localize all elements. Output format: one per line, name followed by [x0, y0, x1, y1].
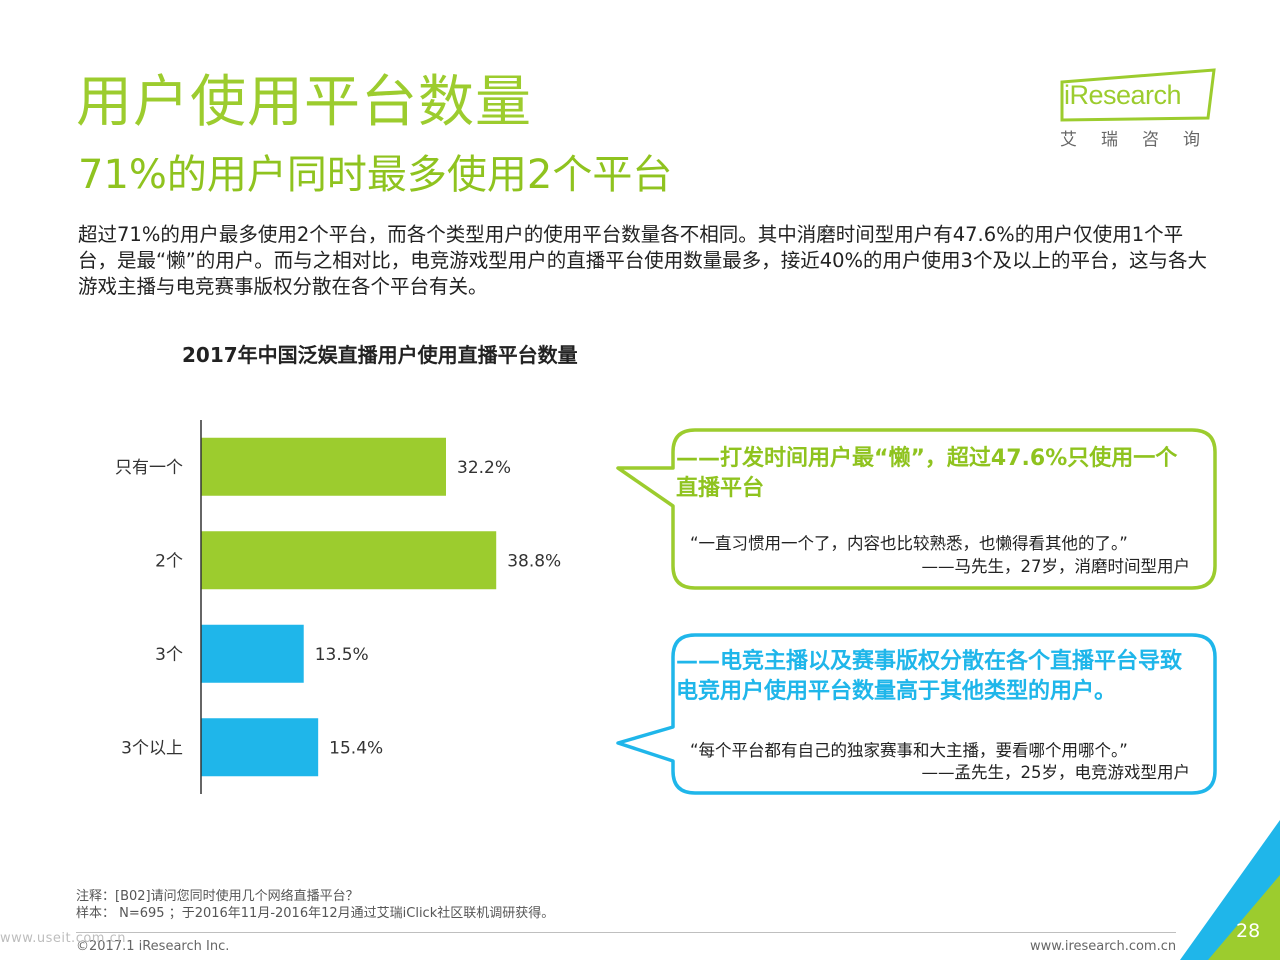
logo-brand-text: iResearch — [1064, 80, 1182, 110]
callout-quote: “每个平台都有自己的独家赛事和大主播，要看哪个用哪个。” — [690, 741, 1128, 760]
value-label: 15.4% — [329, 738, 383, 758]
bar-chart: 只有一个 32.2% 2个 38.8% 3个 13.5% 3个以上 15.4% — [115, 420, 561, 794]
category-label: 只有一个 — [115, 458, 183, 478]
note-question: 注释：[B02]请问您同时使用几个网络直播平台？ — [76, 889, 359, 904]
bar-4 — [201, 718, 319, 777]
category-label: 3个以上 — [121, 738, 183, 758]
bar-1 — [201, 437, 446, 496]
page-title: 用户使用平台数量 — [76, 70, 532, 135]
bar-2 — [201, 531, 497, 590]
intro-paragraph: 超过71%的用户最多使用2个平台，而各个类型用户的使用平台数量各不相同。其中消磨… — [78, 223, 1207, 298]
chart-title: 2017年中国泛娱直播用户使用直播平台数量 — [182, 343, 578, 367]
callout-bubble-time-killers: ——打发时间用户最“懒”，超过47.6%只使用一个直播平台 “一直习惯用一个了，… — [610, 420, 1250, 620]
value-label: 32.2% — [457, 458, 511, 478]
callout-quote: “一直习惯用一个了，内容也比较熟悉，也懒得看其他的了。” — [690, 534, 1128, 553]
callout-bubble-shape — [616, 428, 1217, 590]
corner-decoration — [1180, 820, 1280, 960]
website-text: www.iresearch.com.cn — [1030, 939, 1177, 954]
callout-attribution: ——孟先生，25岁，电竞游戏型用户 — [921, 763, 1191, 782]
watermark-text: www.useit.com.cn — [0, 931, 126, 946]
callout-bubble-esports: ——电竞主播以及赛事版权分散在各个直播平台导致电竞用户使用平台数量高于其他类型的… — [610, 625, 1250, 825]
category-label: 3个 — [155, 645, 183, 665]
page-subtitle: 71%的用户同时最多使用2个平台 — [78, 152, 673, 198]
callout-heading: ——打发时间用户最“懒”，超过47.6%只使用一个直播平台 — [676, 446, 1178, 501]
value-label: 13.5% — [315, 645, 369, 665]
iresearch-logo: iResearch 艾瑞咨询 — [1058, 68, 1224, 150]
note-sample: 样本： N=695 ；于2016年11月-2016年12月通过艾瑞iClick社… — [76, 906, 555, 921]
logo-tag-shape — [1060, 68, 1216, 122]
callout-attribution: ——马先生，27岁，消磨时间型用户 — [921, 557, 1191, 576]
bar-3 — [201, 624, 304, 683]
value-label: 38.8% — [507, 551, 561, 571]
page-number: 28 — [1236, 920, 1261, 942]
notes: 注释：[B02]请问您同时使用几个网络直播平台？ 样本： N=695 ；于201… — [76, 888, 554, 922]
footer-divider — [76, 932, 1176, 933]
logo-chinese-text: 艾瑞咨询 — [1060, 130, 1224, 150]
callout-heading: ——电竞主播以及赛事版权分散在各个直播平台导致电竞用户使用平台数量高于其他类型的… — [676, 649, 1183, 704]
category-label: 2个 — [155, 551, 183, 571]
callout-bubble-shape — [616, 633, 1217, 795]
copyright-text: ©2017.1 iResearch Inc. — [76, 939, 230, 954]
